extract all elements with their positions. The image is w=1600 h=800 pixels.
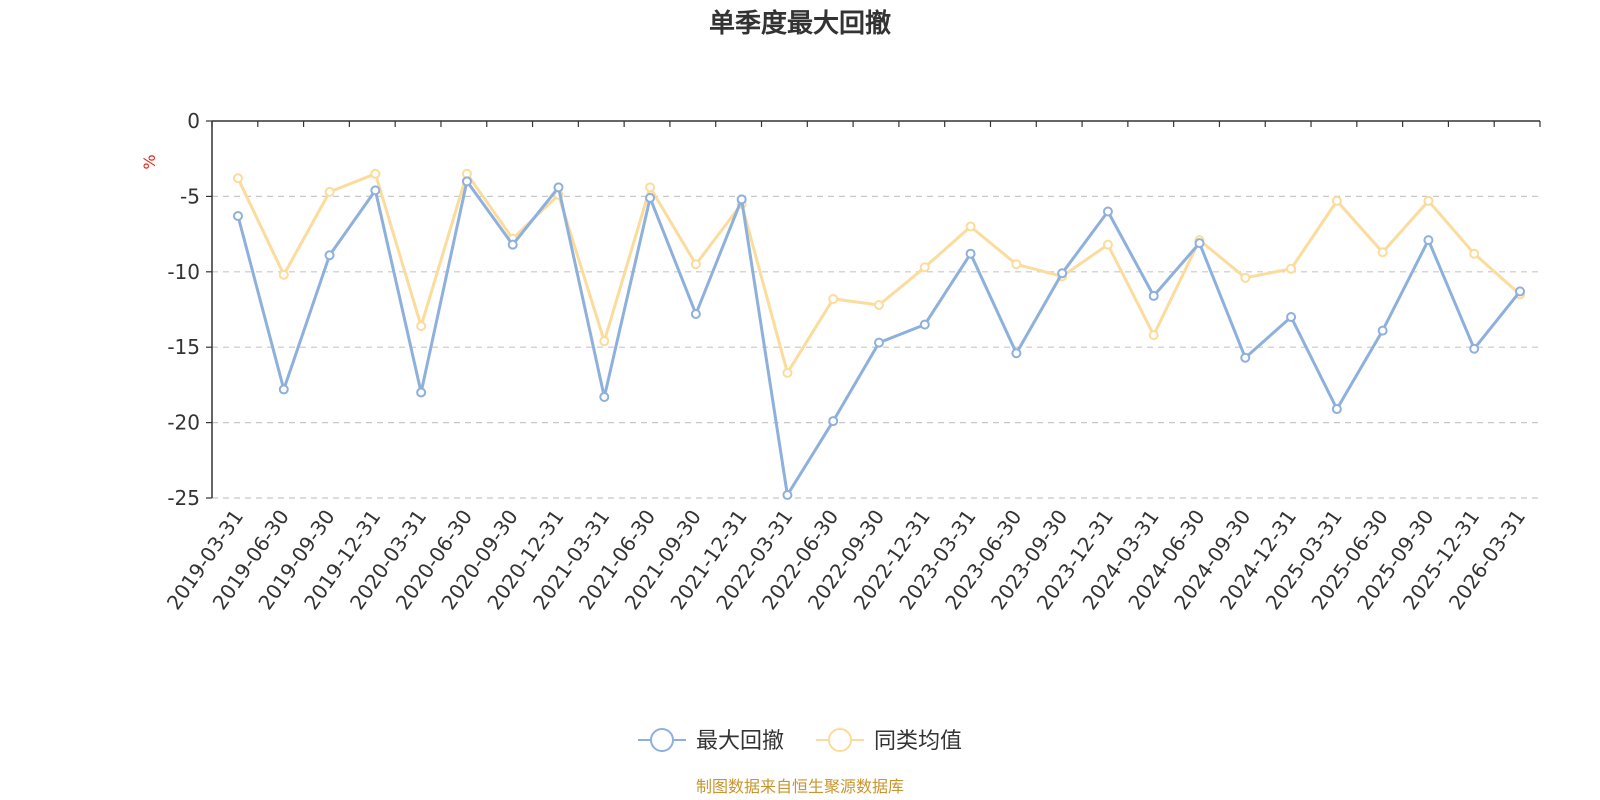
data-point[interactable] [324, 250, 335, 261]
y-tick-label: -15 [167, 335, 200, 359]
y-tick-label: -10 [167, 260, 200, 284]
data-point[interactable] [1515, 286, 1525, 297]
y-axis-unit: % [140, 154, 159, 169]
data-point[interactable] [782, 367, 793, 378]
legend-label: 同类均值 [874, 729, 962, 754]
data-point[interactable] [507, 239, 518, 250]
data-point[interactable] [370, 185, 381, 196]
y-tick-label: -5 [180, 184, 200, 208]
data-point[interactable] [1377, 247, 1388, 258]
legend-label: 最大回撤 [696, 729, 784, 754]
data-point[interactable] [416, 387, 427, 398]
data-point[interactable] [1057, 268, 1068, 279]
data-point[interactable] [874, 337, 884, 348]
x-tick-labels: 2019-03-312019-06-302019-09-302019-12-31… [162, 505, 1530, 614]
data-point[interactable] [965, 248, 976, 259]
data-point[interactable] [599, 336, 610, 347]
y-tick-label: -25 [167, 486, 200, 510]
data-point[interactable] [1011, 259, 1022, 270]
data-point[interactable] [233, 211, 243, 222]
data-point[interactable] [919, 262, 930, 273]
data-point[interactable] [1011, 348, 1022, 359]
data-point[interactable] [370, 168, 381, 179]
data-source-note: 制图数据来自恒生聚源数据库 [696, 777, 904, 796]
data-point[interactable] [1194, 238, 1205, 249]
data-point[interactable] [278, 269, 289, 280]
data-point[interactable] [233, 173, 243, 184]
legend-item-1[interactable]: 最大回撤 [638, 728, 784, 754]
data-point[interactable] [1240, 272, 1251, 283]
data-point[interactable] [553, 182, 564, 193]
data-point[interactable] [645, 192, 656, 203]
data-point[interactable] [1469, 248, 1480, 259]
data-point[interactable] [1102, 239, 1113, 250]
legend[interactable]: 最大回撤 同类均值 [638, 728, 962, 754]
data-point[interactable] [965, 221, 976, 232]
data-point[interactable] [782, 489, 793, 500]
series-lines [233, 168, 1525, 500]
data-point[interactable] [828, 293, 839, 304]
data-point[interactable] [1469, 343, 1480, 354]
data-point[interactable] [690, 259, 701, 270]
data-point[interactable] [1286, 263, 1297, 274]
data-point[interactable] [690, 309, 701, 320]
data-point[interactable] [645, 182, 656, 193]
data-point[interactable] [1148, 290, 1159, 301]
data-point[interactable] [1286, 312, 1297, 323]
data-point[interactable] [599, 391, 610, 402]
data-point[interactable] [416, 321, 427, 332]
data-point[interactable] [874, 299, 884, 310]
y-tick-labels: 0 -5 -10 -15 -20 -25 [167, 109, 200, 510]
data-point[interactable] [1377, 325, 1388, 336]
data-point[interactable] [919, 319, 930, 330]
y-tick-label: 0 [187, 109, 200, 133]
data-point[interactable] [324, 186, 335, 197]
data-point[interactable] [278, 384, 289, 395]
data-point[interactable] [1102, 206, 1113, 217]
y-tick-label: -20 [167, 411, 200, 435]
axes [206, 120, 1541, 499]
data-point[interactable] [828, 416, 839, 427]
data-point[interactable] [1331, 404, 1342, 415]
data-point[interactable] [1331, 195, 1342, 206]
data-point[interactable] [736, 194, 747, 205]
data-point[interactable] [461, 176, 472, 187]
data-point[interactable] [1423, 235, 1434, 246]
chart-title: 单季度最大回撤 [709, 8, 891, 39]
legend-marker-icon [650, 728, 674, 752]
data-point[interactable] [1148, 330, 1159, 341]
data-point[interactable] [1240, 352, 1251, 363]
legend-marker-icon [828, 728, 852, 752]
legend-item-2[interactable]: 同类均值 [816, 728, 962, 754]
data-point[interactable] [1423, 195, 1434, 206]
